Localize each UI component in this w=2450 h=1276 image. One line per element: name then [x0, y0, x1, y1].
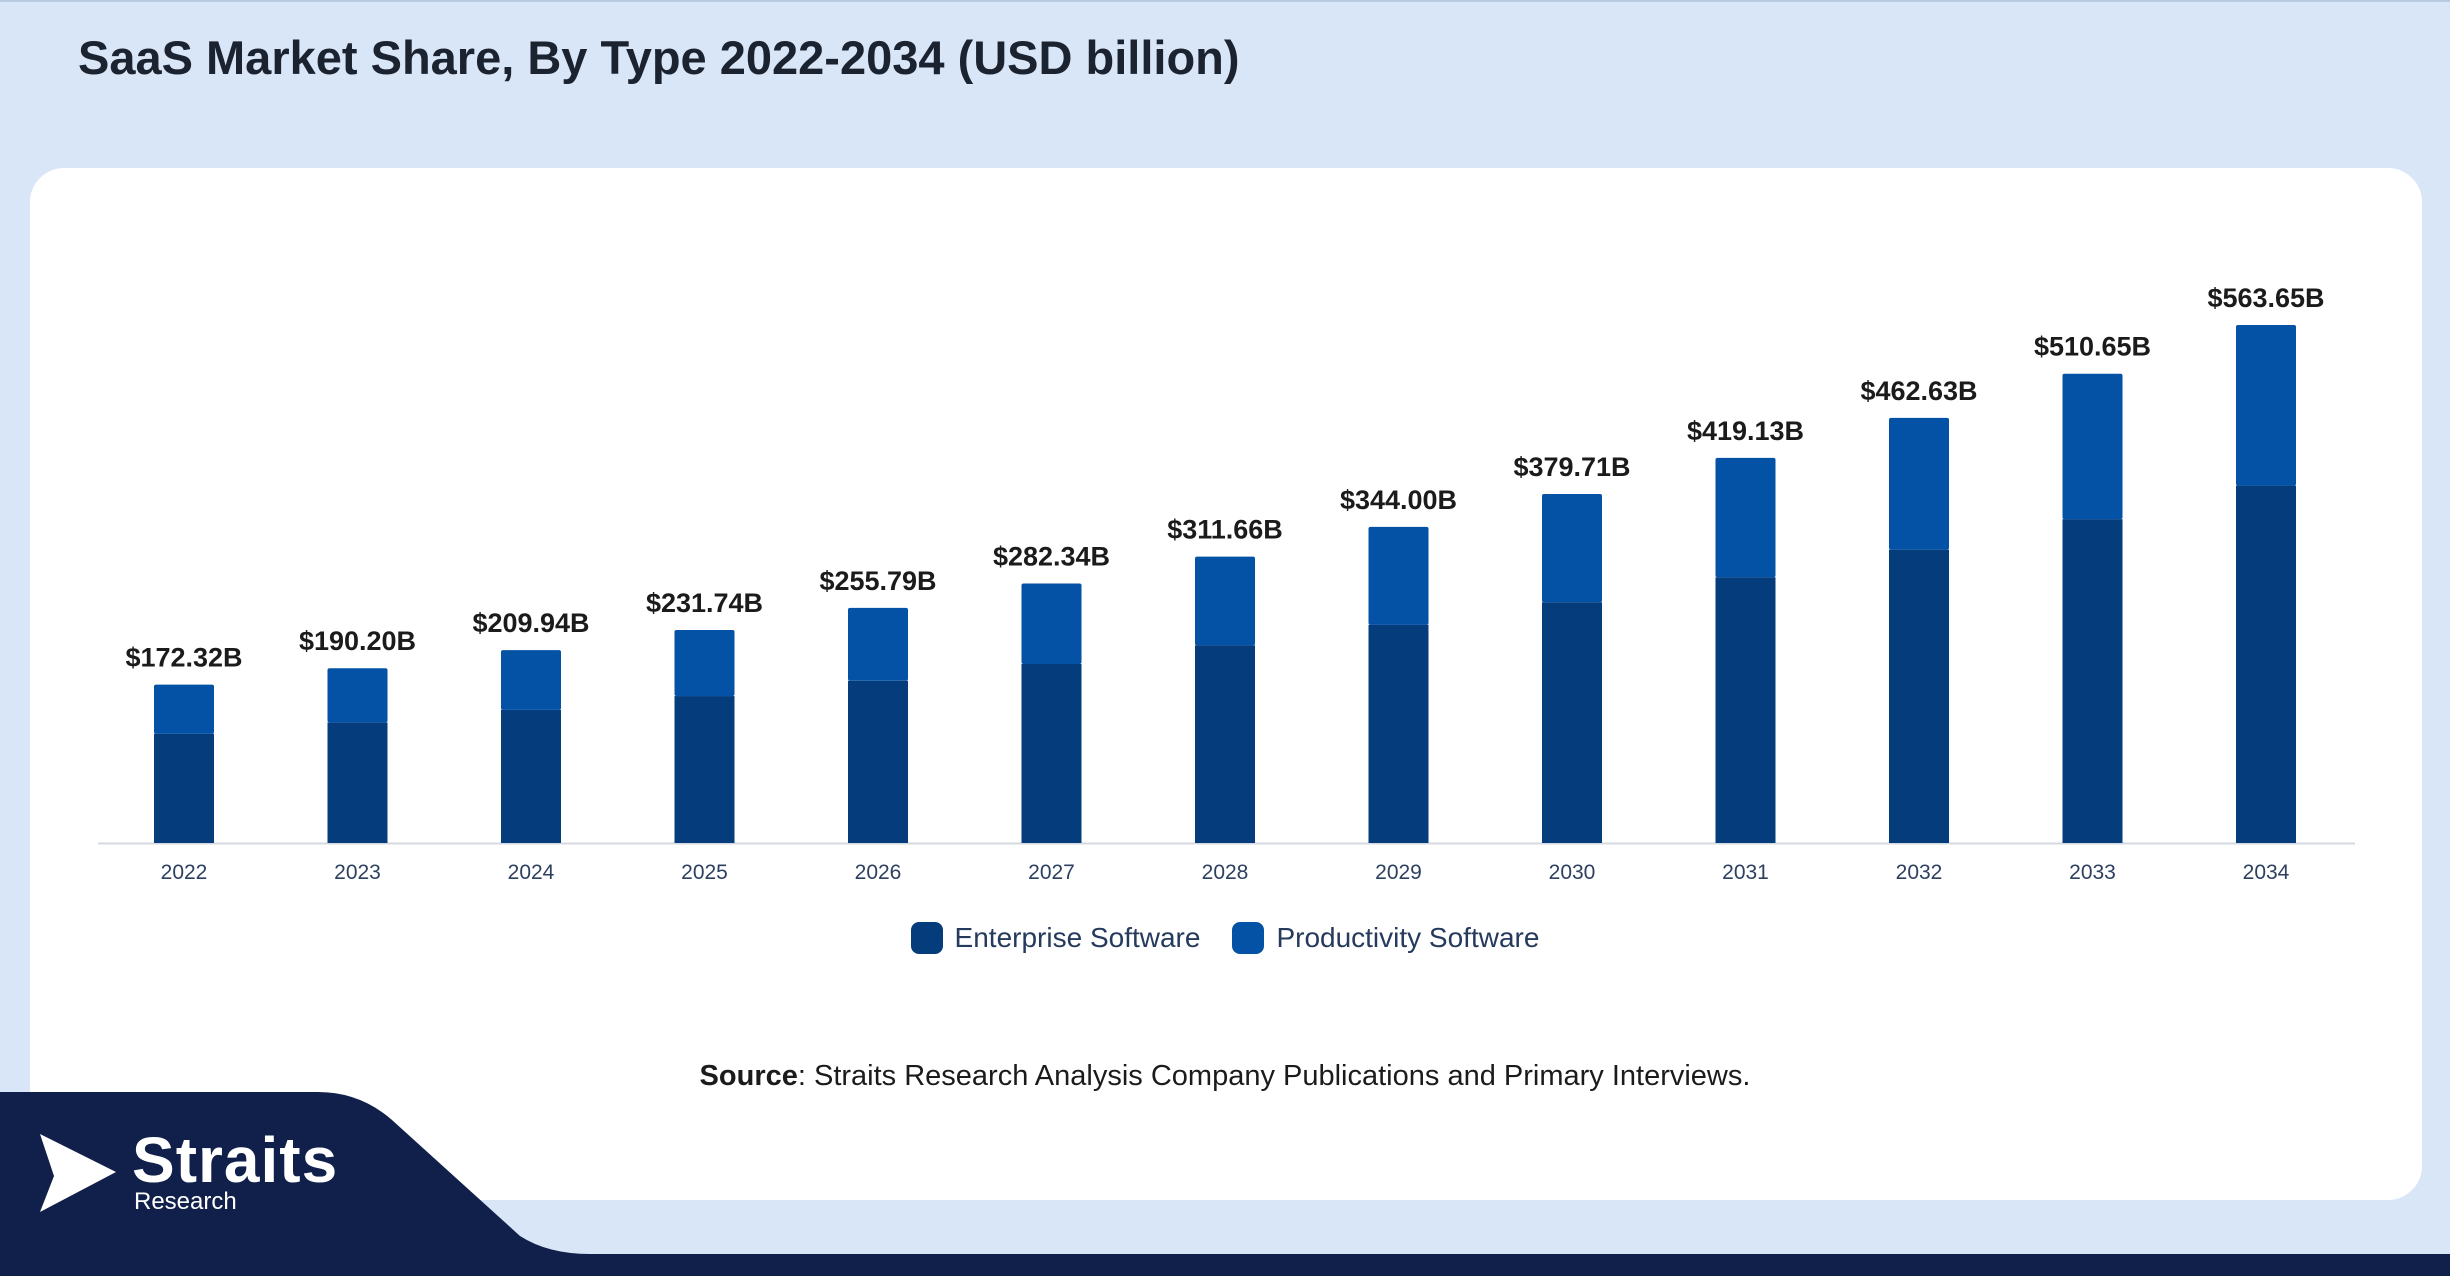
- bar-productivity-2034[interactable]: [2236, 325, 2296, 486]
- bar-enterprise-2026[interactable]: [848, 680, 908, 843]
- chart-legend: Enterprise Software Productivity Softwar…: [0, 922, 2450, 954]
- bar-productivity-2031[interactable]: [1715, 457, 1776, 578]
- bar-productivity-2028[interactable]: [1195, 556, 1255, 646]
- data-label-2031: $419.13B: [1687, 416, 1804, 446]
- bar-enterprise-2024[interactable]: [501, 709, 561, 843]
- x-tick-label-2024: 2024: [508, 861, 555, 884]
- data-label-2026: $255.79B: [819, 566, 936, 596]
- x-tick-label-2029: 2029: [1375, 861, 1422, 884]
- bar-productivity-2023[interactable]: [327, 668, 388, 723]
- chart-title: SaaS Market Share, By Type 2022-2034 (US…: [78, 31, 1240, 84]
- x-tick-label-2032: 2032: [1896, 861, 1943, 884]
- data-label-2022: $172.32B: [125, 643, 242, 673]
- data-label-2027: $282.34B: [993, 542, 1110, 572]
- data-label-2033: $510.65B: [2034, 332, 2151, 362]
- source-label: Source: [699, 1060, 798, 1092]
- bar-productivity-2030[interactable]: [1542, 494, 1602, 603]
- x-tick-label-2023: 2023: [334, 861, 381, 884]
- data-label-2029: $344.00B: [1340, 485, 1457, 515]
- x-tick-label-2030: 2030: [1549, 861, 1596, 884]
- source-note: Source: Straits Research Analysis Compan…: [0, 1060, 2450, 1093]
- footer-navy-band: [0, 1092, 2450, 1276]
- data-label-2032: $462.63B: [1860, 376, 1977, 406]
- x-tick-label-2022: 2022: [161, 861, 208, 884]
- logo-arrow-icon: [40, 1134, 116, 1212]
- bar-productivity-2033[interactable]: [2062, 373, 2123, 520]
- legend-label-enterprise: Enterprise Software: [954, 922, 1201, 953]
- stacked-bar-chart: $172.32B 2022 $190.20B 2023 $209.94B 2024 $231…: [30, 168, 2422, 1038]
- bar-enterprise-2022[interactable]: [154, 733, 214, 843]
- straits-research-logo: Straits Research: [38, 1128, 352, 1218]
- bar-productivity-2024[interactable]: [501, 650, 561, 710]
- logo-wordmark: Straits Research: [132, 1128, 352, 1218]
- data-label-2023: $190.20B: [299, 626, 416, 656]
- bar-enterprise-2023[interactable]: [327, 722, 388, 843]
- legend-swatch-enterprise: [910, 922, 943, 954]
- x-tick-label-2031: 2031: [1722, 861, 1769, 884]
- bar-productivity-2026[interactable]: [848, 607, 908, 681]
- x-tick-label-2028: 2028: [1202, 861, 1249, 884]
- x-tick-label-2026: 2026: [855, 861, 902, 884]
- bar-enterprise-2033[interactable]: [2062, 519, 2123, 843]
- bar-productivity-2029[interactable]: [1368, 526, 1429, 625]
- bar-enterprise-2027[interactable]: [1021, 663, 1082, 843]
- logo-name: Straits: [132, 1124, 339, 1196]
- data-label-2028: $311.66B: [1167, 515, 1283, 545]
- logo-subtitle: Research: [134, 1188, 237, 1215]
- data-label-2024: $209.94B: [472, 608, 589, 638]
- data-label-2034: $563.65B: [2207, 283, 2324, 313]
- legend-swatch-productivity: [1232, 922, 1265, 954]
- bar-enterprise-2028[interactable]: [1195, 645, 1255, 843]
- legend-label-productivity: Productivity Software: [1276, 922, 1540, 953]
- x-tick-label-2027: 2027: [1028, 861, 1075, 884]
- bar-enterprise-2025[interactable]: [674, 696, 735, 843]
- x-tick-label-2025: 2025: [681, 861, 728, 884]
- top-border-line: [0, 0, 2450, 2]
- data-label-2030: $379.71B: [1513, 452, 1630, 482]
- bar-enterprise-2032[interactable]: [1889, 549, 1949, 843]
- bar-enterprise-2030[interactable]: [1542, 602, 1602, 843]
- source-text: : Straits Research Analysis Company Publ…: [797, 1060, 1751, 1092]
- bar-enterprise-2034[interactable]: [2236, 485, 2296, 843]
- legend-item-productivity[interactable]: Productivity Software: [1232, 922, 1539, 954]
- bar-productivity-2022[interactable]: [154, 684, 214, 734]
- chart-canvas: $172.32B 2022 $190.20B 2023 $209.94B 2024 $231…: [98, 283, 2355, 884]
- bar-enterprise-2031[interactable]: [1715, 577, 1776, 843]
- bar-productivity-2025[interactable]: [674, 630, 735, 697]
- bar-enterprise-2029[interactable]: [1368, 624, 1429, 843]
- legend-item-enterprise[interactable]: Enterprise Software: [910, 922, 1201, 954]
- x-tick-label-2034: 2034: [2243, 861, 2290, 884]
- x-tick-label-2033: 2033: [2069, 861, 2116, 884]
- bar-productivity-2027[interactable]: [1021, 583, 1082, 664]
- bar-productivity-2032[interactable]: [1889, 417, 1949, 550]
- data-label-2025: $231.74B: [646, 588, 763, 618]
